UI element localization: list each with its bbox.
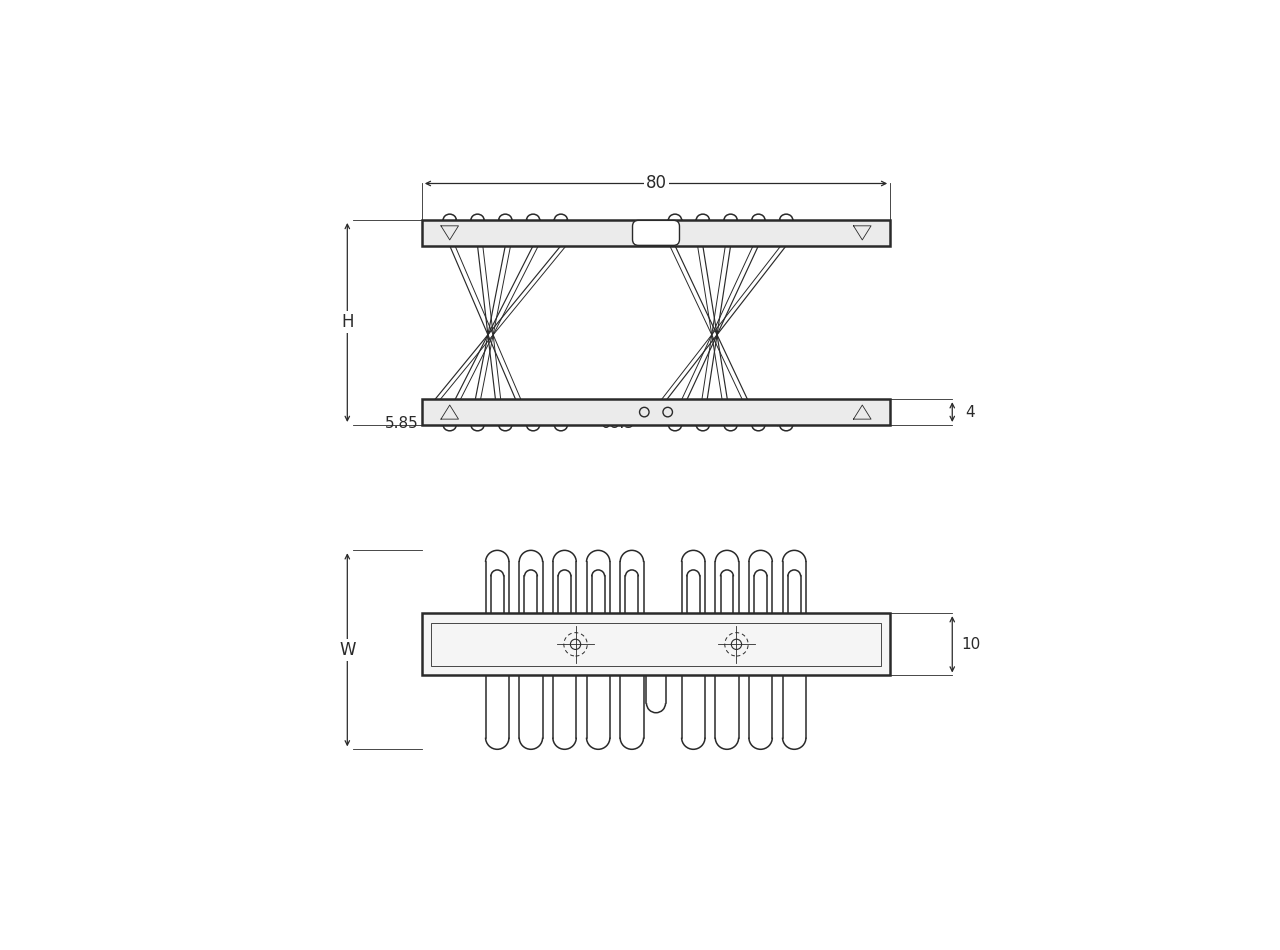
Text: 10: 10 bbox=[961, 636, 980, 652]
Bar bbox=[431, 623, 881, 666]
Text: 68.3: 68.3 bbox=[602, 416, 635, 431]
Bar bbox=[422, 614, 890, 675]
FancyBboxPatch shape bbox=[632, 220, 680, 245]
Bar bbox=[422, 220, 890, 246]
Text: 80: 80 bbox=[645, 175, 667, 193]
Text: 4: 4 bbox=[965, 405, 975, 420]
Bar bbox=[422, 399, 890, 425]
Text: 5.85: 5.85 bbox=[384, 416, 419, 431]
Text: H: H bbox=[340, 314, 353, 332]
Text: W: W bbox=[339, 641, 356, 658]
